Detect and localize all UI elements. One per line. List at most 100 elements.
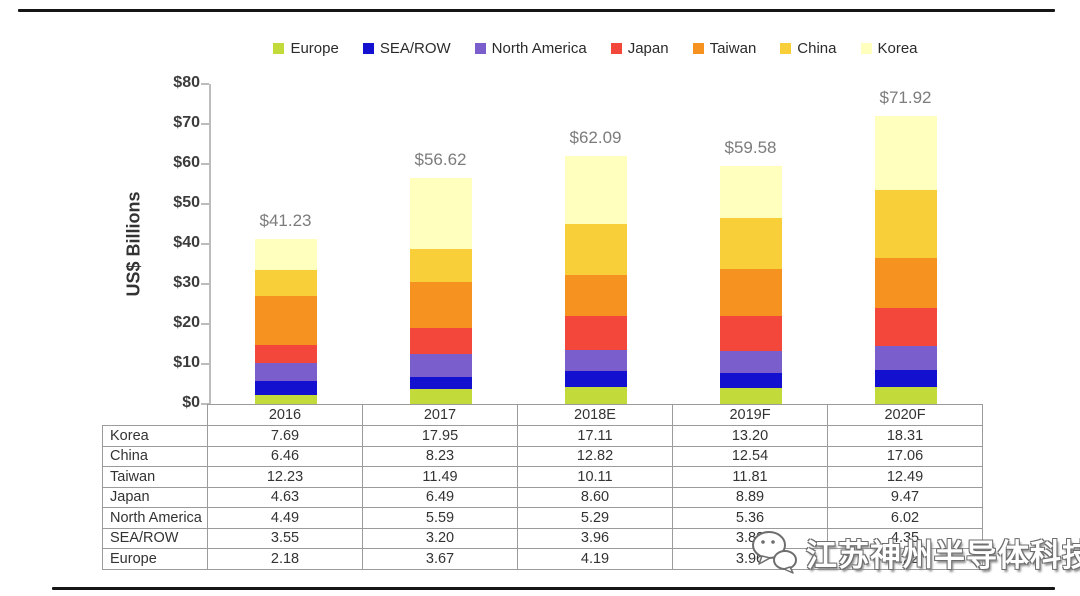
ytick-label: $0 [182,394,200,411]
legend-swatch [273,42,285,54]
table-row-label: North America [102,507,208,529]
bar-segment-sea-row [254,381,317,396]
table-value-cell: 3.96 [517,527,673,549]
legend-item: Korea [860,39,918,57]
table-value-cell: 5.59 [362,507,518,529]
table-value-cell: 17.06 [827,445,983,467]
table-row: China 6.46 8.23 12.82 12.54 17.06 [102,445,983,467]
table-value-cell: 3.67 [362,548,518,570]
table-year-cell: 2018E [517,404,673,426]
legend-swatch [610,42,622,54]
table-value-cell: 8.23 [362,445,518,467]
table-value-cell: 4.63 [207,486,363,508]
table-year-cell: 2020F [827,404,983,426]
legend-item: SEA/ROW [362,39,451,57]
bar-segment-china [254,269,317,296]
top-divider [18,9,1055,12]
legend-swatch [860,42,872,54]
bar-segment-korea [409,177,472,250]
table-value-cell: 11.81 [672,466,828,488]
legend-label: North America [491,39,587,57]
bar-segment-japan [409,328,472,355]
bar-total-label: $56.62 [414,149,467,169]
table-row: Korea 7.69 17.95 17.11 13.20 18.31 [102,425,983,447]
table-value-cell: 3.20 [362,527,518,549]
table-header-row: 2016 2017 2018E 2019F 2020F [102,404,983,426]
table-value-cell: 13.20 [672,425,828,447]
ytick-mark [201,163,209,165]
ytick-mark [201,203,209,205]
legend-label: SEA/ROW [379,39,451,57]
bar-total-label: $59.58 [724,137,777,157]
wechat-icon [752,531,797,574]
bar-segment-china [409,249,472,283]
ytick-label: $80 [173,74,200,91]
table-value-cell: 11.49 [362,466,518,488]
bar-total-label: $62.09 [569,127,622,147]
bar-segment-europe [874,387,937,404]
table-row-label: Japan [102,486,208,508]
ytick-label: $40 [173,234,200,251]
table-row: Europe 2.18 3.67 4.19 3.96 4.22 [102,548,983,570]
table-value-cell: 6.46 [207,445,363,467]
table-year-cell: 2019F [672,404,828,426]
bar-segment-europe [719,388,782,404]
bar-segment-taiwan [874,257,937,308]
bar-segment-sea-row [409,376,472,390]
table-row-label: Korea [102,425,208,447]
table-value-cell: 9.47 [827,486,983,508]
ytick-mark [201,283,209,285]
table-value-cell: 6.49 [362,486,518,508]
bar-segment-north-america [409,354,472,377]
bar-segment-europe [254,395,317,404]
table-row: Japan 4.63 6.49 8.60 8.89 9.47 [102,486,983,508]
bar-segment-taiwan [409,282,472,329]
table-value-cell: 17.11 [517,425,673,447]
bar-segment-north-america [564,350,627,372]
table-year-cell: 2017 [362,404,518,426]
ytick-mark [201,243,209,245]
bar-segment-china [874,189,937,258]
table-value-cell: 12.54 [672,445,828,467]
table-corner-cell [102,404,208,426]
legend-label: Japan [627,39,669,57]
ytick-label: $20 [173,314,200,331]
table-value-cell: 18.31 [827,425,983,447]
table-row-label: SEA/ROW [102,527,208,549]
bar-segment-taiwan [254,295,317,345]
bar-segment-japan [874,307,937,346]
table-value-cell: 5.36 [672,507,828,529]
bar-segment-japan [254,344,317,364]
ytick-label: $50 [173,194,200,211]
table-row-label: China [102,445,208,467]
bar-segment-japan [564,315,627,351]
legend-label: China [797,39,837,57]
legend-item: China [780,39,837,57]
ytick-mark [201,83,209,85]
table-row: Taiwan 12.23 11.49 10.11 11.81 12.49 [102,466,983,488]
table-value-cell: 6.02 [827,507,983,529]
legend-item: North America [474,39,587,57]
bar-segment-north-america [254,363,317,382]
ytick-mark [201,403,209,405]
legend-label: Korea [877,39,918,57]
ytick-label: $60 [173,154,200,171]
bar-segment-japan [719,315,782,352]
bar-segment-korea [874,116,937,190]
bar-segment-north-america [719,351,782,373]
data-table: 2016 2017 2018E 2019F 2020F Korea 7.69 17.95 17.… [102,404,983,570]
table-row: SEA/ROW 3.55 3.20 3.96 3.82 4.35 [102,527,983,549]
table-value-cell: 3.55 [207,527,363,549]
table-value-cell: 8.89 [672,486,828,508]
bar-segment-sea-row [874,369,937,388]
table-value-cell: 5.29 [517,507,673,529]
bar-segment-taiwan [564,275,627,316]
legend-swatch [362,42,374,54]
legend-label: Europe [290,39,339,57]
legend-item: Taiwan [692,40,756,57]
bar-segment-taiwan [719,268,782,316]
ytick-mark [201,123,209,125]
bar-segment-china [564,224,627,276]
bar-total-label: $41.23 [259,211,312,231]
watermark-text: 江苏神州半导体科技 [806,537,1080,573]
